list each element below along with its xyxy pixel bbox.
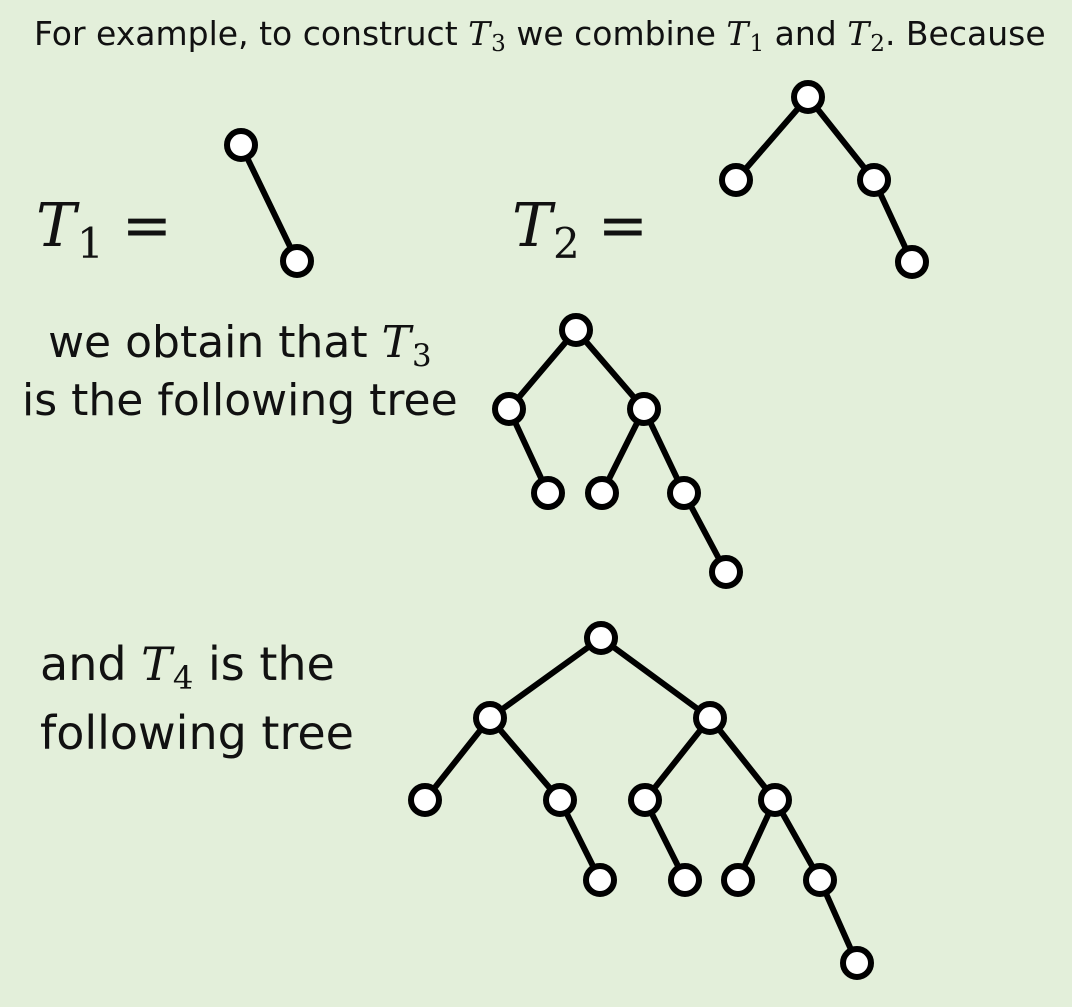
tree-node xyxy=(408,783,442,817)
intro-t3-var: T3 xyxy=(468,14,506,58)
tree-node xyxy=(693,701,727,735)
tree-node xyxy=(559,313,593,347)
tree-node xyxy=(628,783,662,817)
tree-node xyxy=(857,163,891,197)
tree-edge xyxy=(506,327,579,412)
tree-edge xyxy=(707,715,778,803)
t4-caption-line2: following tree xyxy=(40,706,354,760)
tree-edge xyxy=(642,715,713,803)
tree-edge xyxy=(598,635,713,721)
t3-caption: we obtain that T3 is the following tree xyxy=(22,316,458,428)
tree-t3 xyxy=(492,313,743,589)
tree-node xyxy=(492,392,526,426)
tree-t4 xyxy=(408,621,874,980)
tree-t1 xyxy=(224,128,314,278)
tree-edge xyxy=(805,94,877,183)
intro-t2-var: T2 xyxy=(847,14,885,58)
tree-edge xyxy=(733,94,811,183)
tree-node xyxy=(668,863,702,897)
intro-text-2: we combine xyxy=(505,14,727,53)
t4-caption: and T4 is the following tree xyxy=(40,632,354,765)
tree-edge xyxy=(422,715,493,803)
t3-caption-line2: is the following tree xyxy=(22,375,458,426)
t4-caption-line1: and T4 is the xyxy=(40,637,335,698)
tree-t2 xyxy=(719,80,929,279)
tree-node xyxy=(584,621,618,655)
tree-node xyxy=(840,946,874,980)
tree-node xyxy=(721,863,755,897)
tree-node xyxy=(280,244,314,278)
intro-sentence: For example, to construct T3 we combine … xyxy=(34,14,1046,58)
tree-node xyxy=(895,245,929,279)
intro-text-4: . Because xyxy=(884,14,1046,53)
tree-node xyxy=(758,783,792,817)
tree-node xyxy=(473,701,507,735)
t3-caption-line1: we obtain that T3 xyxy=(48,317,432,374)
intro-text-3: and xyxy=(764,14,848,53)
tree-node xyxy=(627,392,661,426)
tree-node xyxy=(585,476,619,510)
tree-node xyxy=(543,783,577,817)
tree-node xyxy=(719,163,753,197)
tree-node xyxy=(791,80,825,114)
tree-node xyxy=(667,476,701,510)
t2-label: T2 = xyxy=(512,191,649,268)
tree-node xyxy=(531,476,565,510)
tree-edge xyxy=(573,327,647,412)
tree-node xyxy=(583,863,617,897)
intro-text-1: For example, to construct xyxy=(34,14,469,53)
tree-node xyxy=(224,128,258,162)
tree-edge xyxy=(487,715,563,803)
tree-node xyxy=(803,863,837,897)
tree-edge xyxy=(487,635,604,721)
tree-edge xyxy=(238,142,300,264)
t1-label: T1 = xyxy=(36,191,173,268)
tree-node xyxy=(709,555,743,589)
intro-t1-var: T1 xyxy=(726,14,765,58)
